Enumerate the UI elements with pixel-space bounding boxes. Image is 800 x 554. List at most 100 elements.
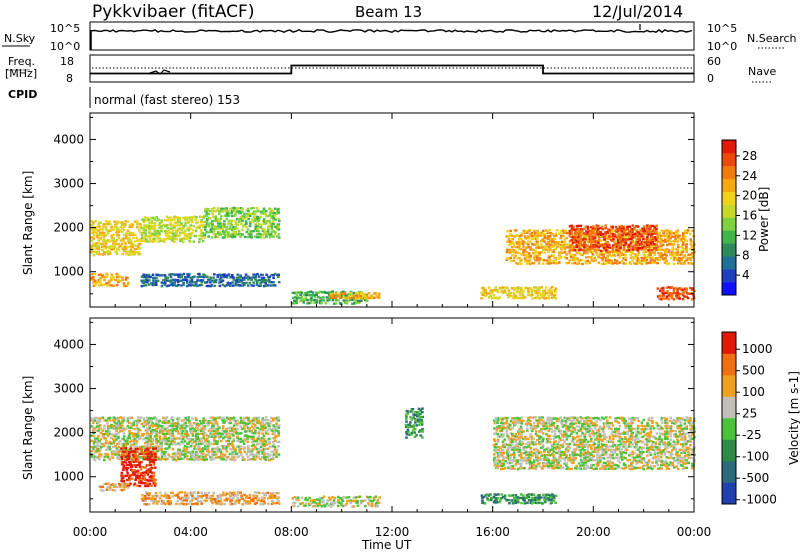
- scatter-cell: [565, 243, 569, 246]
- scatter-cell: [261, 503, 265, 506]
- scatter-cell: [534, 249, 537, 252]
- scatter-cell: [663, 261, 667, 264]
- scatter-cell: [262, 500, 266, 503]
- scatter-cell: [615, 240, 618, 243]
- scatter-cell: [264, 416, 268, 419]
- scatter-cell: [148, 240, 151, 243]
- scatter-cell: [129, 482, 132, 485]
- scatter-cell: [538, 501, 541, 504]
- scatter-cell: [353, 302, 356, 305]
- scatter-cell: [660, 229, 663, 232]
- scatter-cell: [421, 411, 424, 414]
- scatter-cell: [97, 284, 101, 287]
- scatter-cell: [165, 416, 169, 419]
- scatter-cell: [666, 239, 669, 243]
- scatter-cell: [297, 496, 300, 499]
- scatter-cell: [489, 493, 492, 496]
- scatter-cell: [593, 249, 597, 252]
- scatter-cell: [544, 500, 547, 504]
- scatter-cell: [162, 278, 165, 282]
- scatter-cell: [209, 432, 213, 435]
- scatter-cell: [96, 236, 99, 239]
- scatter-cell: [185, 425, 188, 428]
- scatter-cell: [148, 447, 152, 450]
- scatter-cell: [112, 450, 115, 453]
- scatter-cell: [630, 233, 633, 236]
- scatter-cell: [183, 237, 187, 241]
- scatter-cell: [171, 455, 175, 459]
- scatter-cell: [244, 496, 248, 499]
- scatter-cell: [534, 240, 538, 243]
- scatter-cell: [132, 450, 136, 453]
- scatter-cell: [273, 225, 277, 228]
- scatter-cell: [263, 423, 266, 427]
- scatter-cell: [309, 499, 313, 502]
- scatter-cell: [157, 440, 160, 443]
- scatter-cell: [554, 243, 558, 246]
- scatter-cell: [521, 291, 525, 294]
- scatter-cell: [573, 249, 577, 252]
- scatter-cell: [260, 437, 264, 440]
- scatter-cell: [617, 236, 620, 239]
- scatter-cell: [162, 282, 165, 285]
- scatter-cell: [660, 295, 663, 298]
- scatter-cell: [127, 482, 130, 486]
- scatter-cell: [193, 459, 196, 462]
- scatter-cell: [172, 428, 176, 431]
- scatter-cell: [518, 462, 521, 465]
- scatter-cell: [133, 240, 137, 243]
- scatter-cell: [140, 452, 143, 455]
- scatter-cell: [534, 232, 537, 235]
- scatter-cell: [313, 298, 316, 302]
- scatter-cell: [193, 452, 196, 456]
- scatter-cell: [618, 256, 622, 259]
- scatter-cell: [242, 448, 246, 451]
- scatter-cell: [513, 459, 516, 462]
- scatter-cell: [239, 440, 242, 443]
- scatter-cell: [173, 284, 176, 287]
- scatter-cell: [238, 499, 241, 502]
- scatter-cell: [202, 421, 205, 424]
- scatter-cell: [169, 422, 173, 426]
- scatter-cell: [172, 224, 176, 228]
- scatter-cell: [200, 502, 203, 505]
- scatter-cell: [222, 491, 225, 494]
- scatter-cell: [562, 229, 565, 232]
- scatter-cell: [236, 496, 239, 500]
- scatter-cell: [187, 437, 190, 441]
- scatter-cell: [501, 435, 505, 438]
- scatter-cell: [90, 278, 93, 281]
- scatter-cell: [113, 243, 117, 246]
- scatter-cell: [493, 439, 497, 443]
- scatter-cell: [126, 229, 130, 232]
- scatter-cell: [691, 252, 694, 255]
- scatter-cell: [221, 494, 224, 497]
- scatter-cell: [200, 491, 203, 495]
- scatter-cell: [304, 296, 308, 299]
- scatter-cell: [591, 253, 595, 256]
- scatter-cell: [524, 449, 527, 452]
- scatter-cell: [540, 246, 543, 249]
- scatter-cell: [155, 445, 158, 448]
- scatter-cell: [213, 422, 216, 425]
- scatter-cell: [191, 220, 194, 224]
- scatter-cell: [205, 422, 208, 425]
- scatter-cell: [94, 244, 98, 247]
- scatter-cell: [292, 501, 295, 505]
- scatter-cell: [123, 248, 126, 251]
- scatter-cell: [661, 297, 665, 300]
- scatter-cell: [184, 221, 188, 224]
- scatter-cell: [142, 273, 145, 276]
- scatter-cell: [256, 217, 259, 221]
- scatter-cell: [141, 494, 144, 497]
- scatter-cell: [152, 431, 155, 434]
- scatter-cell: [647, 233, 650, 236]
- scatter-cell: [176, 278, 180, 282]
- scatter-cell: [523, 445, 527, 449]
- scatter-cell: [518, 287, 521, 290]
- scatter-cell: [277, 445, 280, 448]
- scatter-cell: [512, 451, 516, 455]
- scatter-cell: [94, 283, 97, 286]
- scatter-cell: [632, 262, 636, 265]
- scatter-cell: [369, 499, 373, 503]
